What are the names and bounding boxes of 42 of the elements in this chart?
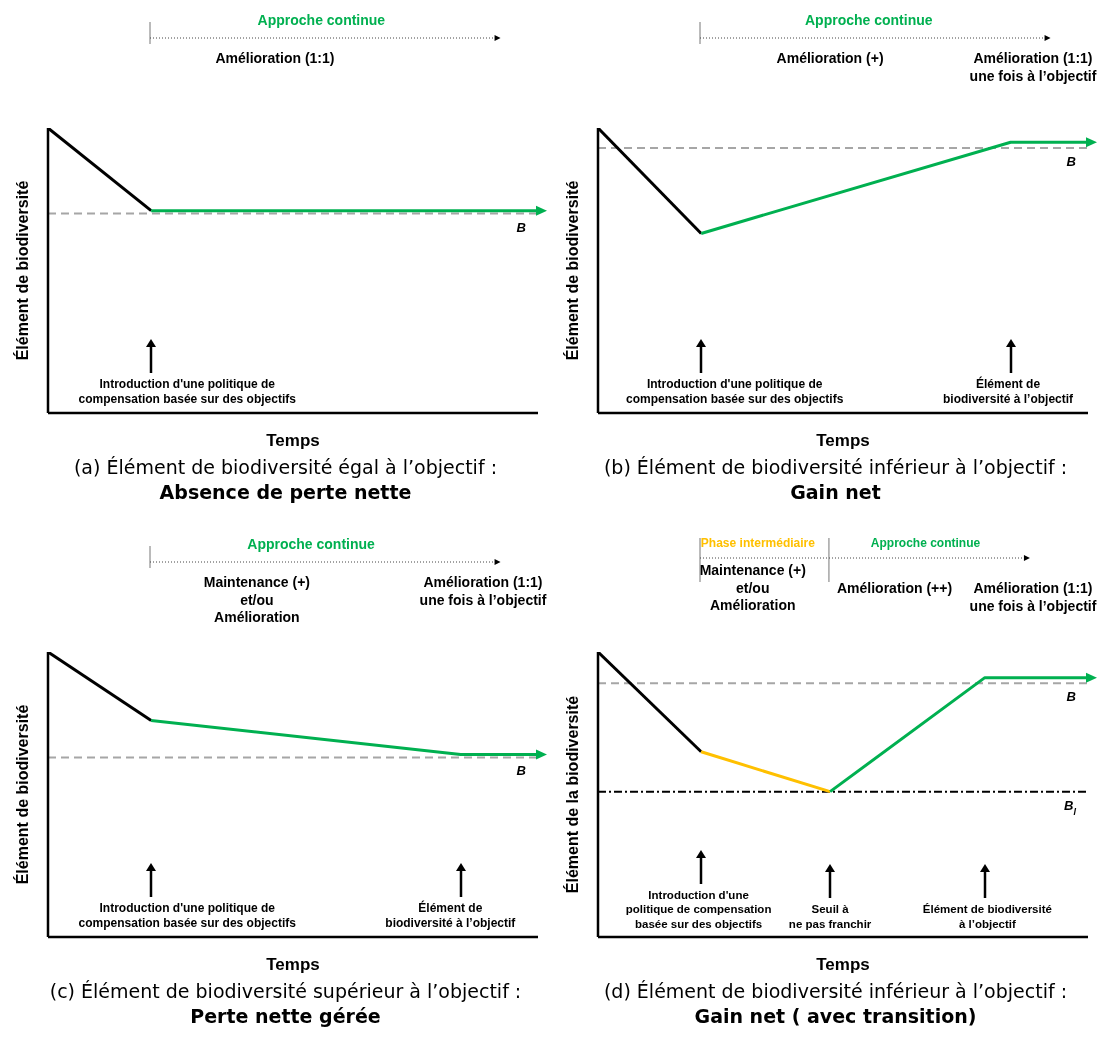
text: (b) Élément de biodiversité inférieur à l’objectif :	[603, 456, 1068, 478]
annotation: Introduction d'une politique de compensation basée sur des objectifs	[625, 888, 772, 930]
annotation: Élément de biodiversité à l’objectif	[942, 377, 1075, 407]
text: Approche continue	[256, 12, 387, 30]
ref-line-label: B	[516, 763, 526, 779]
text: Gain net	[790, 480, 881, 503]
text: (d) Élément de biodiversité inférieur à l’objectif :	[603, 980, 1068, 1002]
text: Amélioration (+)	[775, 50, 885, 68]
y-axis-title: Élément de biodiversité	[12, 704, 31, 885]
ref-line-label: B	[1066, 153, 1076, 169]
text: Maintenance (+) et/ou Amélioration	[202, 574, 311, 627]
annotation: Élément de biodiversité à l’objectif	[921, 902, 1053, 931]
y-axis-title: Élément de biodiversité	[562, 180, 581, 361]
text: Perte nette gérée	[190, 1004, 381, 1027]
y-axis-title: Élément de la biodiversité	[562, 695, 581, 894]
ref-line-label: B	[516, 219, 526, 235]
text: Phase intermédiaire	[699, 536, 816, 551]
text: Amélioration (++)	[837, 580, 953, 596]
x-axis-title: Temps	[266, 955, 320, 974]
annotation: Introduction d'une politique de compensation basée sur des objectifs	[624, 377, 845, 407]
text: Amélioration (1:1) une fois à l’objectif	[968, 50, 1098, 85]
y-axis-title: Élément de biodiversité	[12, 180, 31, 361]
x-axis-title: Temps	[816, 955, 870, 974]
text: Amélioration (1:1) une fois à l’objectif	[968, 580, 1098, 615]
x-axis-title: Temps	[816, 431, 870, 450]
annotation: Élément de biodiversité à l’objectif	[384, 901, 517, 931]
ref-line-label: B$_{l}$	[1064, 797, 1077, 817]
x-axis-title: Temps	[266, 431, 320, 450]
text: Amélioration (1:1)	[214, 50, 336, 68]
text: Approche continue	[246, 536, 376, 554]
annotation: Seuil à ne pas franchir	[788, 903, 872, 930]
ref-line-label: B	[1066, 689, 1076, 705]
text: (a) Élément de biodiversité égal à l’objectif :	[73, 456, 498, 478]
text: Approche continue	[804, 12, 934, 30]
text: Approche continue	[869, 536, 982, 551]
text: (c) Élément de biodiversité supérieur à l’objectif :	[49, 980, 522, 1002]
annotation: Introduction d'une politique de compensation basée sur des objectifs	[77, 377, 297, 407]
text: Gain net ( avec transition)	[694, 1004, 977, 1027]
text: Maintenance (+) et/ou Amélioration	[699, 562, 806, 613]
text: Absence de perte nette	[159, 480, 412, 503]
annotation: Introduction d'une politique de compensation basée sur des objectifs	[77, 901, 297, 931]
text: Amélioration (1:1) une fois à l’objectif	[418, 574, 548, 609]
